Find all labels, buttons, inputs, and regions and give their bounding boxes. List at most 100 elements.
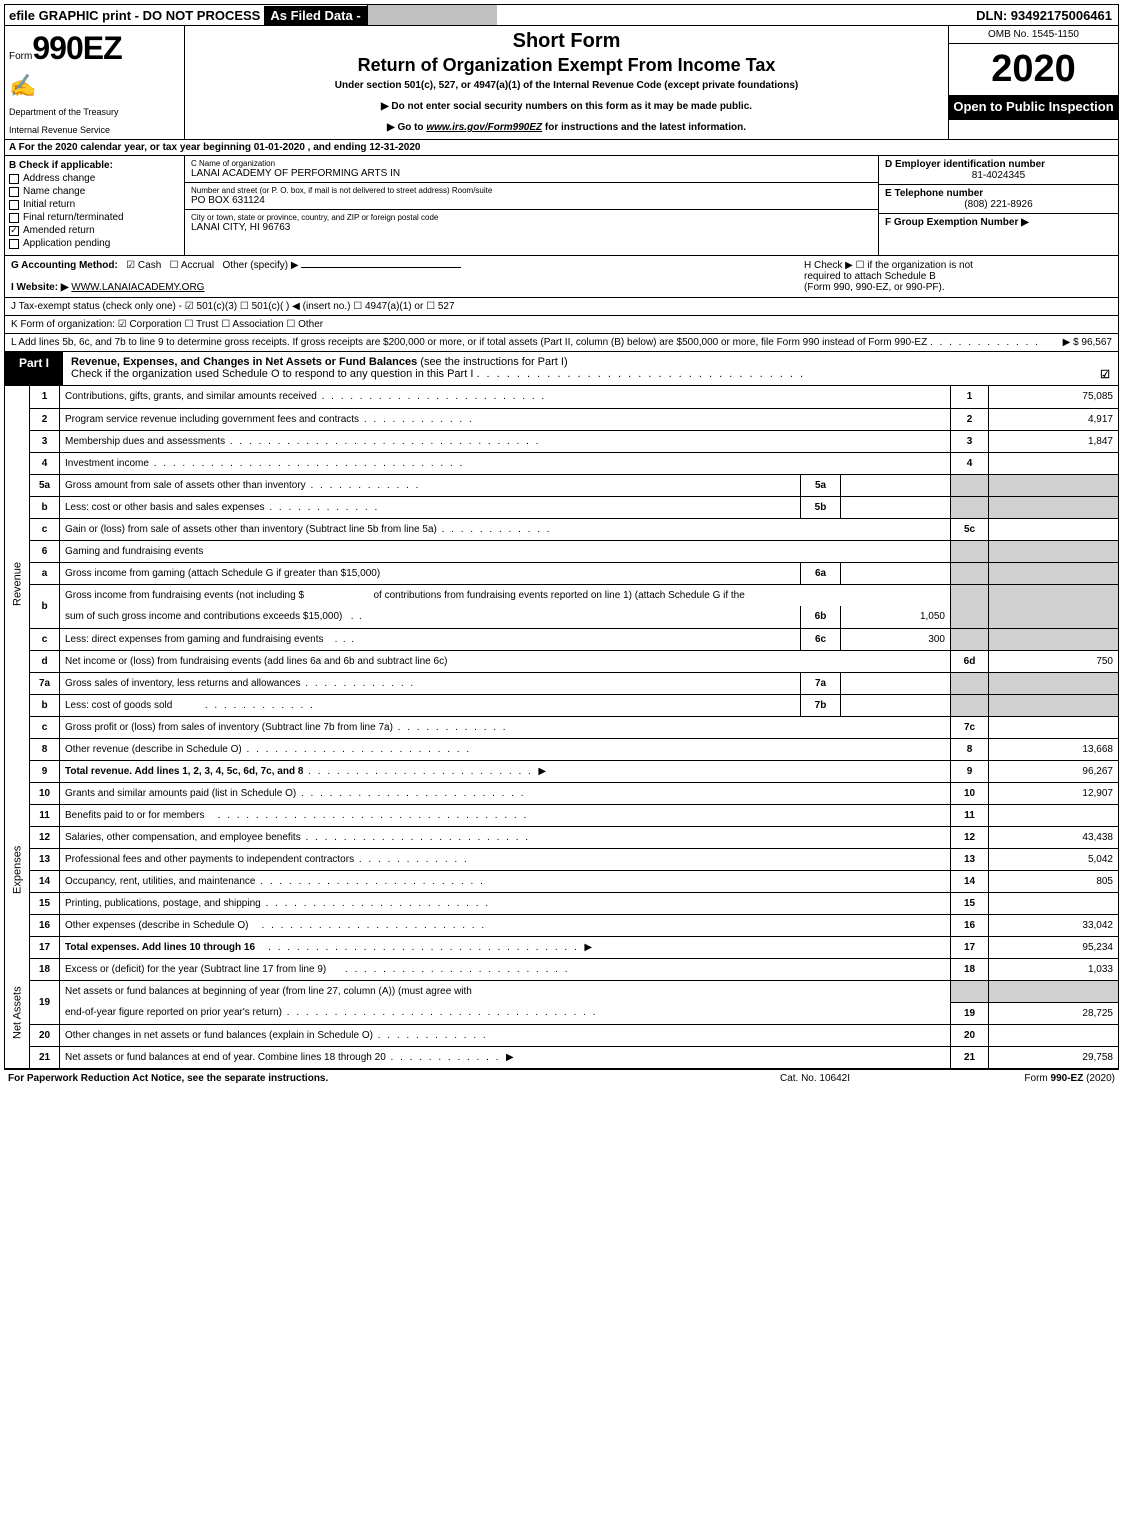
ln17-desc: Total expenses. Add lines 10 through 16 … xyxy=(60,936,951,958)
ln7a-desc: Gross sales of inventory, less returns a… xyxy=(60,672,801,694)
cb-accrual[interactable]: Accrual xyxy=(181,260,214,271)
lines-table: Revenue 1 Contributions, gifts, grants, … xyxy=(4,386,1119,1069)
ln17-num: 17 xyxy=(30,936,60,958)
ln2-rv: 4,917 xyxy=(989,408,1119,430)
ln5c-rv xyxy=(989,518,1119,540)
ln9-desc: Total revenue. Add lines 1, 2, 3, 4, 5c,… xyxy=(60,760,951,782)
row-a-tax-year: A For the 2020 calendar year, or tax yea… xyxy=(4,140,1119,156)
ln6b-desc3: sum of such gross income and contributio… xyxy=(60,606,801,628)
ln6c-num: c xyxy=(30,628,60,650)
cb-name-change[interactable]: Name change xyxy=(9,186,180,197)
ln6c-sv: 300 xyxy=(841,628,951,650)
footer-left: For Paperwork Reduction Act Notice, see … xyxy=(8,1073,715,1084)
ln18-desc: Excess or (deficit) for the year (Subtra… xyxy=(60,958,951,980)
ln14-desc: Occupancy, rent, utilities, and maintena… xyxy=(60,870,951,892)
ln6c-desc: Less: direct expenses from gaming and fu… xyxy=(60,628,801,650)
ln15-num: 15 xyxy=(30,892,60,914)
ln19-rn: 19 xyxy=(951,1002,989,1024)
row-g: G Accounting Method: ☑ Cash ☐ Accrual Ot… xyxy=(5,256,798,297)
ln14-num: 14 xyxy=(30,870,60,892)
ln4-num: 4 xyxy=(30,452,60,474)
ln20-num: 20 xyxy=(30,1024,60,1046)
ln17-rv: 95,234 xyxy=(989,936,1119,958)
ein-label: D Employer identification number xyxy=(885,159,1112,170)
ln21-rv: 29,758 xyxy=(989,1046,1119,1068)
cb-cash[interactable]: Cash xyxy=(138,260,161,271)
block-d-ids: D Employer identification number 81-4024… xyxy=(878,156,1118,255)
ln7c-rv xyxy=(989,716,1119,738)
row-j: J Tax-exempt status (check only one) - ☑… xyxy=(4,298,1119,316)
cb-initial-return[interactable]: Initial return xyxy=(9,199,180,210)
ln5a-grey2 xyxy=(989,474,1119,496)
ln5c-desc: Gain or (loss) from sale of assets other… xyxy=(60,518,951,540)
ln6d-num: d xyxy=(30,650,60,672)
cb-amended-return[interactable]: ✓Amended return xyxy=(9,225,180,236)
ln5a-desc: Gross amount from sale of assets other t… xyxy=(60,474,801,496)
h-text2: required to attach Schedule B xyxy=(804,271,1112,282)
ln7b-sv xyxy=(841,694,951,716)
ln9-rv: 96,267 xyxy=(989,760,1119,782)
footer: For Paperwork Reduction Act Notice, see … xyxy=(4,1069,1119,1087)
part1-check-mark[interactable]: ☑ xyxy=(1100,368,1110,381)
part1-check-text: Check if the organization used Schedule … xyxy=(71,368,473,380)
tax-year: 2020 xyxy=(949,44,1118,95)
revenue-label: Revenue xyxy=(5,386,30,782)
row-a-text: A For the 2020 calendar year, or tax yea… xyxy=(9,142,420,153)
ln8-num: 8 xyxy=(30,738,60,760)
ln5c-rn: 5c xyxy=(951,518,989,540)
ln7a-sn: 7a xyxy=(801,672,841,694)
ln2-rn: 2 xyxy=(951,408,989,430)
footer-mid: Cat. No. 10642I xyxy=(715,1073,915,1084)
cb-final-return[interactable]: Final return/terminated xyxy=(9,212,180,223)
ln9-rn: 9 xyxy=(951,760,989,782)
title-sub: Return of Organization Exempt From Incom… xyxy=(193,55,940,76)
ln14-rv: 805 xyxy=(989,870,1119,892)
ln6b-desc1: Gross income from fundraising events (no… xyxy=(60,584,951,606)
ln1-rv: 75,085 xyxy=(989,386,1119,408)
instr-2: ▶ Go to www.irs.gov/Form990EZ for instru… xyxy=(193,122,940,133)
dept-irs: Internal Revenue Service xyxy=(9,125,180,135)
cb-application-pending[interactable]: Application pending xyxy=(9,238,180,249)
row-k: K Form of organization: ☑ Corporation ☐ … xyxy=(4,316,1119,334)
ln6a-desc: Gross income from gaming (attach Schedul… xyxy=(60,562,801,584)
part1-title: Revenue, Expenses, and Changes in Net As… xyxy=(63,352,1118,385)
form-page: efile GRAPHIC print - DO NOT PROCESS As … xyxy=(0,0,1123,1091)
ln21-rn: 21 xyxy=(951,1046,989,1068)
ln6a-sv xyxy=(841,562,951,584)
ln6d-desc: Net income or (loss) from fundraising ev… xyxy=(60,650,951,672)
ln11-num: 11 xyxy=(30,804,60,826)
ln4-desc: Investment income xyxy=(60,452,951,474)
i-label: I Website: ▶ xyxy=(11,282,69,293)
ln21-num: 21 xyxy=(30,1046,60,1068)
ln11-desc: Benefits paid to or for members xyxy=(60,804,951,826)
ein-value: 81-4024345 xyxy=(885,170,1112,181)
org-name-label: C Name of organization xyxy=(191,159,872,168)
website-link[interactable]: WWW.LANAIACADEMY.ORG xyxy=(71,282,204,293)
block-c-org: C Name of organization LANAI ACADEMY OF … xyxy=(185,156,878,255)
ln6d-rn: 6d xyxy=(951,650,989,672)
instr-1: ▶ Do not enter social security numbers o… xyxy=(193,101,940,112)
block-b-title: B Check if applicable: xyxy=(9,160,180,171)
ln2-num: 2 xyxy=(30,408,60,430)
other-input[interactable] xyxy=(301,267,461,268)
ln12-rn: 12 xyxy=(951,826,989,848)
ln10-rn: 10 xyxy=(951,782,989,804)
ln5a-num: 5a xyxy=(30,474,60,496)
ln5b-sn: 5b xyxy=(801,496,841,518)
ln20-rv xyxy=(989,1024,1119,1046)
ln12-rv: 43,438 xyxy=(989,826,1119,848)
row-gh: G Accounting Method: ☑ Cash ☐ Accrual Ot… xyxy=(4,256,1119,298)
other-specify: Other (specify) ▶ xyxy=(223,260,299,271)
ln6-desc: Gaming and fundraising events xyxy=(60,540,951,562)
cb-address-change[interactable]: Address change xyxy=(9,173,180,184)
block-b-checkboxes: B Check if applicable: Address change Na… xyxy=(5,156,185,255)
ln19-rv: 28,725 xyxy=(989,1002,1119,1024)
omb-number: OMB No. 1545-1150 xyxy=(949,26,1118,44)
irs-link[interactable]: www.irs.gov/Form990EZ xyxy=(426,122,542,133)
ln5a-grey xyxy=(951,474,989,496)
tel-value: (808) 221-8926 xyxy=(885,199,1112,210)
row-h: H Check ▶ ☐ if the organization is not r… xyxy=(798,256,1118,297)
form-prefix: Form xyxy=(9,51,32,62)
efile-label: efile GRAPHIC print - DO NOT PROCESS xyxy=(5,6,264,25)
expenses-label: Expenses xyxy=(5,782,30,958)
